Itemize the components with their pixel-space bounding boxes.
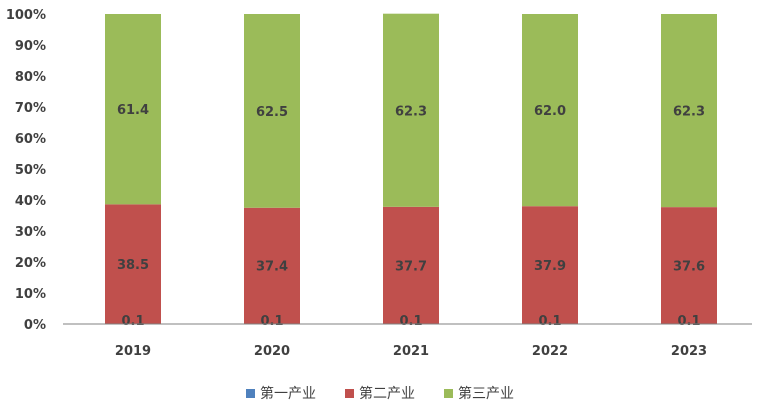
- x-axis: 2019 2020 2021 2022 2023: [63, 323, 752, 359]
- y-tick-label: 20%: [15, 256, 46, 271]
- y-tick-label: 40%: [15, 194, 46, 209]
- data-label: 62.0: [534, 104, 566, 119]
- data-label: 0.1: [538, 314, 561, 329]
- y-axis: 0% 10% 20% 30% 40% 50% 60% 70% 80% 90% 100%: [6, 8, 46, 333]
- bar-segment: [105, 14, 161, 205]
- bar-segment: [522, 14, 578, 207]
- y-tick-label: 50%: [15, 163, 46, 178]
- data-labels: 0.1 38.5 61.4 0.1 37.4 62.5 0.1 37.7 62.3 0.1 37.9…: [117, 103, 705, 329]
- bar-segment: [244, 207, 300, 324]
- bars: [105, 13, 717, 324]
- y-tick-label: 10%: [15, 287, 46, 302]
- y-tick-label: 100%: [6, 8, 46, 23]
- legend: 第一产业 第二产业 第三产业: [246, 385, 514, 402]
- legend-label: 第二产业: [359, 385, 415, 402]
- y-tick-label: 70%: [15, 101, 46, 116]
- bar-segment: [661, 207, 717, 324]
- data-label: 0.1: [399, 314, 422, 329]
- y-tick-label: 30%: [15, 225, 46, 240]
- bar-segment: [522, 206, 578, 324]
- data-label: 37.6: [673, 259, 705, 274]
- legend-swatch: [246, 389, 255, 398]
- y-tick-label: 80%: [15, 70, 46, 85]
- legend-swatch: [345, 389, 354, 398]
- data-label: 62.5: [256, 105, 288, 120]
- data-label: 0.1: [677, 314, 700, 329]
- data-label: 0.1: [121, 314, 144, 329]
- bar-segment: [244, 14, 300, 208]
- x-tick-label: 2019: [115, 344, 151, 359]
- x-tick-label: 2022: [532, 344, 568, 359]
- data-label: 37.4: [256, 260, 288, 275]
- bar-segment: [661, 14, 717, 208]
- y-tick-label: 90%: [15, 39, 46, 54]
- data-label: 37.7: [395, 259, 427, 274]
- data-label: 38.5: [117, 258, 149, 273]
- y-tick-label: 60%: [15, 132, 46, 147]
- legend-swatch: [444, 389, 453, 398]
- bar-segment: [383, 206, 439, 324]
- data-label: 61.4: [117, 103, 149, 118]
- data-label: 37.9: [534, 259, 566, 274]
- data-label: 62.3: [395, 104, 427, 119]
- y-tick-label: 0%: [24, 318, 46, 333]
- bar-segment: [383, 13, 439, 207]
- x-tick-label: 2023: [671, 344, 707, 359]
- legend-label: 第一产业: [260, 385, 316, 402]
- bar-segment: [105, 204, 161, 324]
- x-tick-label: 2021: [393, 344, 429, 359]
- data-label: 62.3: [673, 105, 705, 120]
- x-tick-label: 2020: [254, 344, 290, 359]
- data-label: 0.1: [260, 314, 283, 329]
- legend-label: 第三产业: [458, 385, 514, 402]
